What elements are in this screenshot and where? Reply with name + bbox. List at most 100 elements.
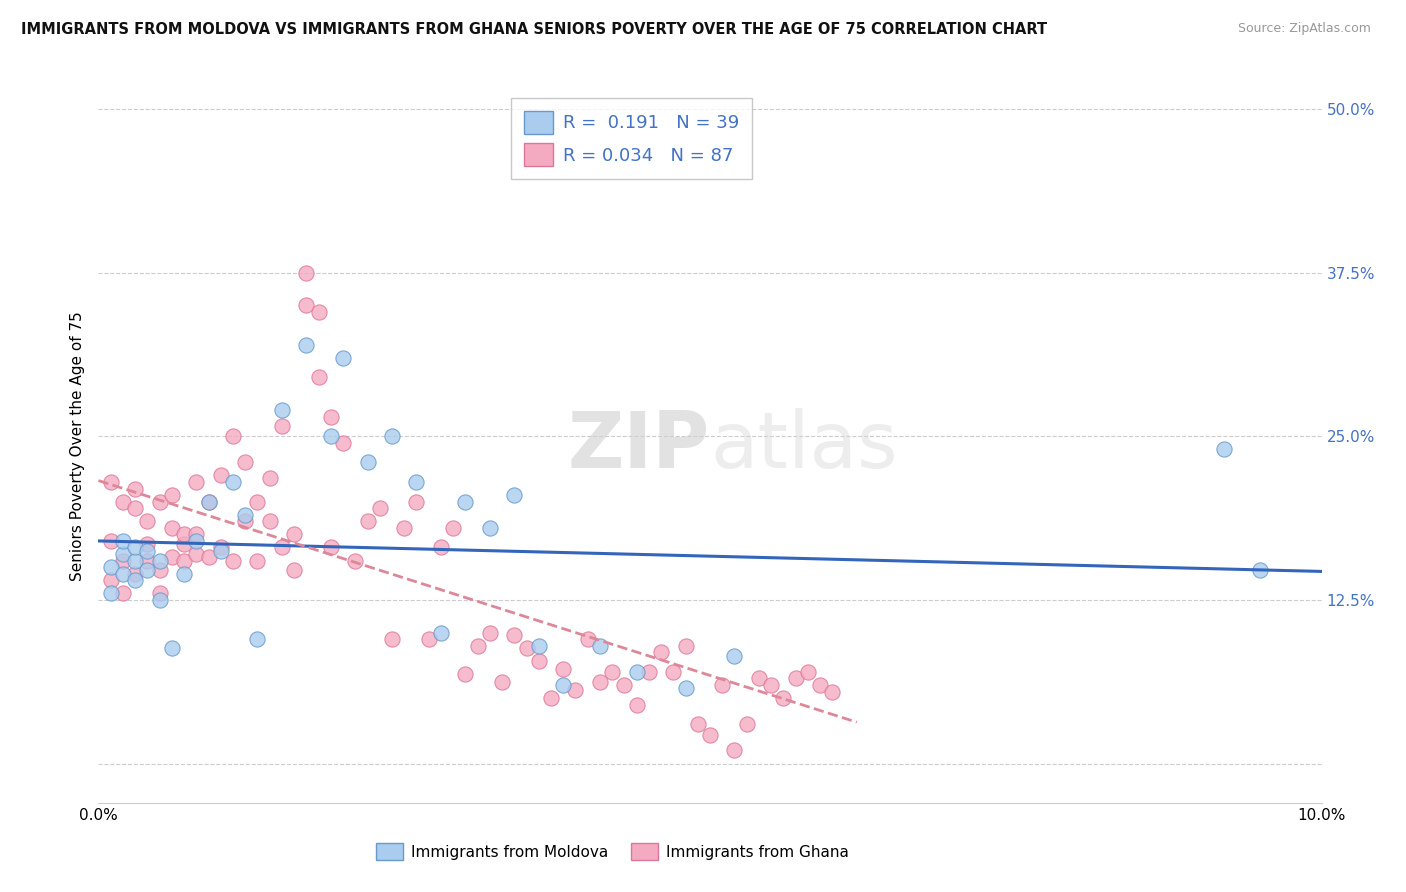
Point <box>136 563 159 577</box>
Point <box>723 649 745 664</box>
Point <box>100 475 122 489</box>
Point <box>405 475 427 489</box>
Text: IMMIGRANTS FROM MOLDOVA VS IMMIGRANTS FROM GHANA SENIORS POVERTY OVER THE AGE OF: IMMIGRANTS FROM MOLDOVA VS IMMIGRANTS FR… <box>21 22 1047 37</box>
Point <box>576 632 599 647</box>
Point <box>430 541 453 555</box>
Point <box>259 471 281 485</box>
Point <box>246 553 269 567</box>
Point <box>173 553 195 567</box>
Point <box>748 672 770 686</box>
Point <box>491 675 513 690</box>
Point <box>430 625 453 640</box>
Point <box>124 566 146 581</box>
Text: ZIP: ZIP <box>568 408 710 484</box>
Point <box>100 573 122 587</box>
Point <box>735 717 758 731</box>
Point <box>478 521 501 535</box>
Point <box>1249 563 1271 577</box>
Point <box>589 639 612 653</box>
Point <box>441 521 464 535</box>
Point <box>589 675 612 690</box>
Point <box>186 527 208 541</box>
Point <box>699 728 721 742</box>
Point <box>222 475 245 489</box>
Point <box>160 521 183 535</box>
Point <box>650 645 672 659</box>
Point <box>197 494 219 508</box>
Point <box>173 536 195 550</box>
Point <box>270 418 292 433</box>
Point <box>160 549 183 564</box>
Point <box>454 667 477 681</box>
Point <box>149 494 172 508</box>
Point <box>186 547 208 561</box>
Point <box>295 337 318 351</box>
Point <box>381 632 404 647</box>
Point <box>111 547 134 561</box>
Point <box>111 586 134 600</box>
Point <box>111 566 134 581</box>
Point <box>797 665 820 679</box>
Point <box>686 717 709 731</box>
Point <box>637 665 661 679</box>
Point <box>100 533 122 548</box>
Point <box>553 678 575 692</box>
Point <box>332 435 354 450</box>
Point <box>808 678 831 692</box>
Point <box>478 625 501 640</box>
Point <box>186 475 208 489</box>
Point <box>356 514 378 528</box>
Point <box>149 592 172 607</box>
Point <box>111 494 134 508</box>
Point <box>418 632 440 647</box>
Point <box>270 403 292 417</box>
Point <box>186 533 208 548</box>
Point <box>124 482 146 496</box>
Point <box>100 586 122 600</box>
Point <box>381 429 404 443</box>
Point <box>233 514 256 528</box>
Point <box>503 628 526 642</box>
Point <box>308 370 330 384</box>
Point <box>197 494 219 508</box>
Point <box>613 678 636 692</box>
Point <box>356 455 378 469</box>
Point <box>392 521 416 535</box>
Point <box>821 684 844 698</box>
Y-axis label: Seniors Poverty Over the Age of 75: Seniors Poverty Over the Age of 75 <box>69 311 84 581</box>
Point <box>662 665 685 679</box>
Point <box>149 586 172 600</box>
Point <box>295 266 318 280</box>
Point <box>308 305 330 319</box>
Point <box>160 488 183 502</box>
Text: Source: ZipAtlas.com: Source: ZipAtlas.com <box>1237 22 1371 36</box>
Point <box>319 409 342 424</box>
Point <box>785 672 807 686</box>
Point <box>527 654 550 668</box>
Point <box>626 698 648 712</box>
Point <box>553 662 575 676</box>
Point <box>600 665 623 679</box>
Point <box>124 501 146 516</box>
Point <box>149 553 172 567</box>
Point <box>233 508 256 522</box>
Point <box>772 691 794 706</box>
Point <box>136 553 159 567</box>
Point <box>173 527 195 541</box>
Point <box>319 541 342 555</box>
Point <box>675 639 697 653</box>
Legend: Immigrants from Moldova, Immigrants from Ghana: Immigrants from Moldova, Immigrants from… <box>370 837 855 866</box>
Point <box>111 533 134 548</box>
Point <box>173 566 195 581</box>
Point <box>723 743 745 757</box>
Point <box>124 541 146 555</box>
Point <box>197 549 219 564</box>
Point <box>626 665 648 679</box>
Point <box>1212 442 1234 457</box>
Point <box>332 351 354 365</box>
Point <box>246 494 269 508</box>
Point <box>149 563 172 577</box>
Point <box>136 514 159 528</box>
Point <box>222 429 245 443</box>
Point <box>759 678 782 692</box>
